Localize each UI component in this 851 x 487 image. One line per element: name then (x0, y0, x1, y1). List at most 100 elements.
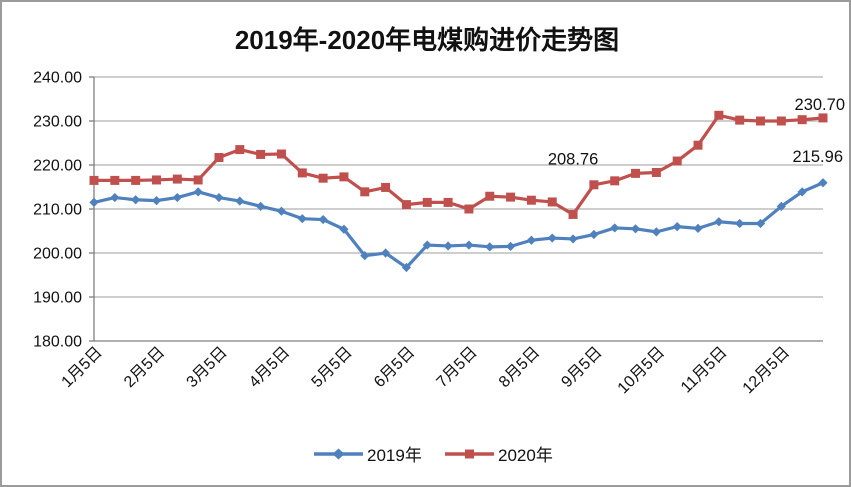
data-point-2019年 (443, 241, 453, 251)
data-point-2020年 (776, 116, 786, 126)
data-point-2020年 (464, 204, 474, 214)
data-point-2019年 (526, 235, 536, 245)
data-point-2019年 (110, 192, 120, 203)
data-point-2019年 (630, 224, 641, 234)
plot-area: 180.00 190.00 200.00 210.00 220.00 230.00 240.… (33, 70, 845, 398)
data-point-2019年 (547, 233, 557, 243)
y-tick-label: 200.00 (33, 246, 82, 263)
x-tick-label: 8月5日 (496, 344, 543, 391)
data-point-2019年 (464, 240, 474, 250)
data-point-2020年 (547, 197, 557, 207)
data-point-2020年 (797, 115, 807, 125)
data-point-2020年 (151, 175, 161, 185)
line-2019年 (93, 181, 824, 270)
y-tick-label: 190.00 (33, 290, 82, 307)
data-point-2019年 (276, 206, 287, 216)
data-label: 215.96 (793, 148, 843, 166)
data-point-2020年 (256, 149, 266, 159)
data-point-2020年 (235, 145, 245, 155)
data-point-2019年 (131, 195, 141, 205)
data-point-2020年 (672, 156, 682, 166)
data-point-2019年 (214, 192, 224, 203)
data-point-2019年 (89, 197, 99, 207)
data-point-2019年 (776, 201, 786, 211)
data-point-2019年 (755, 218, 766, 229)
data-point-2019年 (172, 192, 182, 203)
y-tick-label: 220.00 (33, 158, 82, 175)
data-point-2020年 (339, 172, 349, 182)
data-point-2020年 (631, 168, 641, 178)
data-point-2020年 (589, 180, 599, 190)
data-point-2019年 (672, 222, 682, 232)
x-tick-label: 11月5日 (678, 344, 731, 397)
x-tick-label: 3月5日 (184, 344, 231, 391)
data-point-2019年 (422, 240, 432, 250)
data-point-2020年 (297, 168, 307, 178)
x-tick-label: 4月5日 (246, 344, 293, 391)
data-point-2020年 (651, 167, 661, 177)
data-point-2019年 (360, 251, 370, 261)
data-point-2020年 (422, 197, 432, 207)
data-point-2020年 (756, 116, 766, 126)
data-point-2020年 (131, 175, 141, 185)
data-point-2019年 (610, 223, 620, 233)
legend-label-2020: 2020年 (498, 446, 553, 465)
data-point-2019年 (256, 201, 266, 211)
x-tick-label: 6月5日 (371, 344, 418, 391)
data-point-2019年 (401, 262, 412, 273)
data-point-2020年 (318, 173, 328, 183)
data-label: 230.70 (795, 96, 845, 114)
data-point-2020年 (276, 149, 286, 159)
data-point-2020年 (89, 175, 99, 185)
legend-marker-2020-icon (465, 449, 474, 459)
data-point-2020年 (193, 175, 203, 185)
data-point-2019年 (797, 187, 807, 197)
data-point-2019年 (485, 242, 495, 252)
y-tick-label: 180.00 (33, 334, 82, 351)
data-point-2020年 (818, 113, 828, 123)
data-point-2020年 (714, 110, 724, 120)
data-point-2019年 (505, 241, 516, 251)
x-tick-label: 7月5日 (433, 344, 480, 391)
data-point-2020年 (735, 115, 745, 125)
data-point-2019年 (381, 248, 391, 258)
y-tick-label: 230.00 (33, 114, 82, 131)
data-point-2020年 (506, 192, 516, 202)
data-point-2020年 (610, 176, 620, 186)
data-point-2020年 (401, 200, 411, 210)
data-point-2019年 (151, 196, 162, 206)
legend-label-2019: 2019年 (367, 446, 422, 465)
data-point-2019年 (693, 223, 703, 233)
data-label: 208.76 (548, 150, 598, 168)
data-point-2019年 (568, 234, 578, 244)
data-point-2019年 (297, 214, 307, 224)
x-tick-label: 9月5日 (558, 344, 605, 391)
legend-marker-2019-icon (332, 448, 345, 460)
data-point-2019年 (651, 227, 661, 237)
data-point-2020年 (360, 187, 370, 197)
data-point-2020年 (526, 195, 536, 205)
data-point-2020年 (172, 174, 182, 184)
x-tick-label: 10月5日 (615, 344, 669, 398)
legend: 2019年 2020年 (314, 446, 553, 465)
data-point-2019年 (339, 224, 349, 234)
data-point-2019年 (235, 196, 245, 206)
data-point-2019年 (714, 217, 724, 227)
data-point-2019年 (318, 214, 328, 225)
data-point-2019年 (193, 187, 203, 197)
data-point-2019年 (589, 229, 599, 240)
x-tick-label: 12月5日 (740, 344, 794, 398)
data-point-2019年 (735, 218, 745, 229)
y-tick-label: 210.00 (33, 202, 82, 219)
data-point-2020年 (214, 153, 224, 163)
data-point-2020年 (381, 182, 391, 192)
data-point-2020年 (443, 197, 453, 207)
data-point-2020年 (568, 209, 578, 219)
chart-title: 2019年-2020年电煤购进价走势图 (235, 25, 619, 55)
x-tick-label: 2月5日 (121, 344, 168, 391)
data-point-2019年 (818, 178, 828, 188)
x-tick-label: 5月5日 (309, 344, 356, 391)
y-tick-label: 240.00 (33, 70, 82, 87)
